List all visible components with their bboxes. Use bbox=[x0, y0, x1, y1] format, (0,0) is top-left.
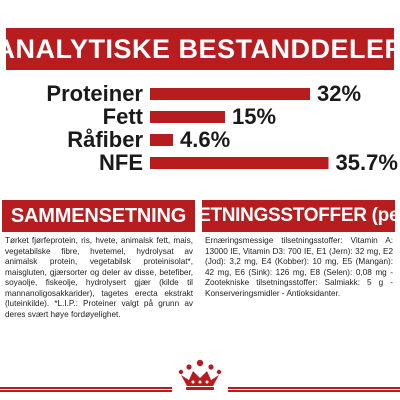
composition-title: SAMMENSETNING bbox=[10, 204, 187, 227]
composition-text: Tørket fjørfeprotein, ris, hvete, animal… bbox=[5, 236, 193, 319]
category-label: Råfiber bbox=[67, 127, 143, 152]
value-label: 32% bbox=[317, 81, 361, 106]
category-label: Proteiner bbox=[46, 81, 143, 106]
value-label: 4.6% bbox=[180, 127, 230, 152]
value-label: 15% bbox=[232, 104, 276, 129]
composition-bar-chart: Proteiner 32% Fett 15% Råfiber 4.6% NFE 35.7% bbox=[46, 81, 398, 175]
additives-text: Ernæringsmessige tilsetningsstoffer: Vit… bbox=[205, 236, 393, 298]
bar bbox=[150, 157, 329, 169]
bar bbox=[150, 88, 310, 100]
category-label: NFE bbox=[99, 150, 143, 175]
composition-title-banner: SAMMENSETNING bbox=[2, 200, 195, 232]
royal-canin-crown-icon bbox=[178, 359, 222, 390]
value-label: 35.7% bbox=[336, 150, 398, 175]
bar bbox=[150, 134, 173, 146]
category-label: Fett bbox=[103, 104, 144, 129]
bar bbox=[150, 111, 225, 123]
analysis-title-banner: ANALYTISKE BESTANDDELER bbox=[0, 28, 400, 70]
additives-title-banner: TILSETNINGSSTOFFER (per kg) bbox=[202, 200, 395, 232]
additives-title: TILSETNINGSSTOFFER (per kg) bbox=[202, 205, 395, 226]
analysis-title: ANALYTISKE BESTANDDELER bbox=[0, 33, 400, 64]
